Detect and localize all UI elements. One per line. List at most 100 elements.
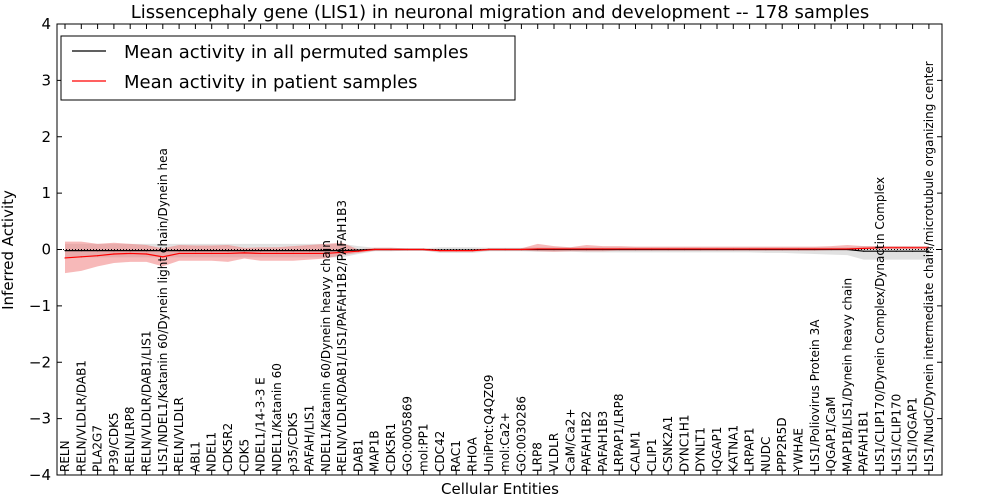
x-tick-label: UniProt:Q4QZ09 bbox=[482, 374, 496, 472]
point-series-1 bbox=[749, 248, 751, 250]
x-tick-label: PLA2G7 bbox=[91, 425, 105, 472]
x-tick-label: GO:0030286 bbox=[514, 396, 528, 472]
x-tick-label: MAP1B bbox=[368, 430, 382, 472]
point-series-0 bbox=[292, 250, 294, 252]
point-series-1 bbox=[129, 252, 131, 255]
y-tick-label: −2 bbox=[29, 353, 51, 371]
x-tick-label: p35/CDK5 bbox=[286, 412, 300, 472]
point-series-0 bbox=[308, 250, 311, 252]
point-series-1 bbox=[863, 247, 865, 249]
x-tick-label: CALM1 bbox=[629, 431, 643, 472]
x-tick-label: CDK5R1 bbox=[384, 423, 398, 472]
x-tick-label: LRP8 bbox=[531, 442, 545, 472]
x-tick-label: CDK5R2 bbox=[221, 423, 235, 472]
x-tick-label: mol:PP1 bbox=[417, 423, 431, 472]
point-series-1 bbox=[830, 248, 832, 250]
point-series-1 bbox=[586, 248, 588, 250]
y-axis-label: Inferred Activity bbox=[0, 190, 17, 310]
point-series-0 bbox=[276, 250, 278, 252]
point-series-0 bbox=[227, 250, 229, 252]
x-tick-label: CSNK2A1 bbox=[661, 416, 675, 472]
point-series-0 bbox=[357, 249, 359, 251]
point-series-0 bbox=[260, 250, 262, 252]
point-series-1 bbox=[406, 248, 408, 251]
y-tick-label: −1 bbox=[29, 297, 51, 315]
point-series-1 bbox=[553, 248, 555, 250]
x-tick-label: PAFAH1B3 bbox=[596, 411, 610, 472]
point-series-1 bbox=[64, 257, 66, 259]
x-tick-label: RELN bbox=[58, 440, 72, 472]
point-series-1 bbox=[520, 248, 523, 251]
point-series-1 bbox=[683, 248, 686, 250]
point-series-1 bbox=[308, 252, 311, 255]
chart-title: Lissencephaly gene (LIS1) in neuronal mi… bbox=[131, 2, 870, 23]
point-series-1 bbox=[781, 248, 783, 250]
x-tick-label: RELN/VLDLR bbox=[172, 397, 186, 472]
point-series-0 bbox=[162, 250, 164, 252]
point-series-1 bbox=[292, 252, 294, 255]
point-series-0 bbox=[64, 250, 66, 252]
point-series-1 bbox=[667, 248, 669, 250]
x-tick-label: RELN/LRP8 bbox=[123, 406, 137, 472]
point-series-0 bbox=[325, 250, 327, 252]
legend: Mean activity in all permuted samples Me… bbox=[60, 35, 516, 101]
point-series-0 bbox=[194, 250, 196, 252]
x-tick-label: PAFAH/LIS1 bbox=[303, 405, 317, 472]
point-series-1 bbox=[504, 248, 506, 251]
point-series-1 bbox=[537, 248, 539, 250]
x-tick-label: mol:Ca2+ bbox=[498, 412, 512, 472]
point-series-1 bbox=[162, 256, 164, 258]
x-tick-label: RHOA bbox=[466, 436, 480, 472]
point-series-0 bbox=[178, 250, 180, 252]
point-series-1 bbox=[928, 247, 930, 249]
legend-box bbox=[60, 35, 516, 101]
point-series-1 bbox=[455, 250, 457, 252]
point-series-1 bbox=[97, 255, 99, 257]
x-tick-label: VLDLR bbox=[547, 433, 561, 472]
point-series-1 bbox=[194, 252, 196, 255]
x-tick-label: NDEL1/Katanin 60/Dynein heavy chain bbox=[319, 240, 333, 472]
y-tick-label: −4 bbox=[29, 466, 51, 484]
y-axis-ticks: −4 −3 −2 −1 0 1 2 3 4 bbox=[29, 15, 942, 484]
point-series-0 bbox=[863, 250, 865, 252]
x-tick-label: MAP1B/LIS1/Dynein heavy chain bbox=[840, 278, 854, 472]
point-series-1 bbox=[634, 248, 637, 250]
point-series-1 bbox=[325, 252, 327, 255]
point-series-1 bbox=[618, 248, 620, 250]
series-lines bbox=[64, 247, 930, 259]
x-tick-label: LIS1/CLIP170/Dynein Complex/Dynactin Com… bbox=[873, 177, 887, 472]
point-series-1 bbox=[814, 248, 816, 250]
x-tick-label: RELN/VLDLR/DAB1/LIS1 bbox=[140, 331, 154, 472]
y-tick-label: −3 bbox=[29, 410, 51, 428]
point-series-0 bbox=[879, 250, 881, 252]
point-series-0 bbox=[895, 250, 897, 252]
point-series-1 bbox=[145, 253, 148, 255]
point-series-0 bbox=[97, 250, 99, 252]
x-tick-label: LIS1/Poliovirus Protein 3A bbox=[808, 319, 822, 472]
x-tick-label: PAFAH1B1 bbox=[857, 411, 871, 472]
x-tick-label: P39/CDK5 bbox=[107, 412, 121, 472]
x-tick-label: RELN/VLDLR/DAB1/LIS1/PAFAH1B2/PAFAH1B3 bbox=[335, 200, 349, 472]
x-tick-label: DYNC1H1 bbox=[677, 414, 691, 472]
point-series-1 bbox=[488, 248, 490, 251]
point-series-1 bbox=[797, 248, 800, 250]
x-tick-label: CaM/Ca2+ bbox=[563, 408, 577, 472]
legend-label-patient: Mean activity in patient samples bbox=[124, 72, 418, 93]
point-series-0 bbox=[341, 250, 343, 252]
point-series-0 bbox=[113, 250, 115, 252]
point-series-1 bbox=[80, 256, 82, 258]
point-series-1 bbox=[227, 252, 229, 255]
point-series-0 bbox=[129, 250, 131, 252]
x-tick-label: ABL1 bbox=[188, 441, 202, 472]
point-series-0 bbox=[928, 250, 930, 252]
x-tick-label: LRPAP1/LRP8 bbox=[612, 393, 626, 472]
x-axis-label: Cellular Entities bbox=[441, 480, 559, 498]
x-tick-label: LRPAP1 bbox=[743, 427, 757, 472]
point-series-1 bbox=[602, 248, 604, 250]
x-tick-label: PPP2R5D bbox=[775, 417, 789, 472]
x-tick-label: YWHAE bbox=[792, 428, 806, 473]
point-series-1 bbox=[341, 251, 343, 253]
x-axis-ticks: RELN RELN/VLDLR/DAB1 PLA2G7 P39/CDK5 RELN/LR… bbox=[58, 24, 936, 475]
plot-frame bbox=[56, 23, 943, 476]
